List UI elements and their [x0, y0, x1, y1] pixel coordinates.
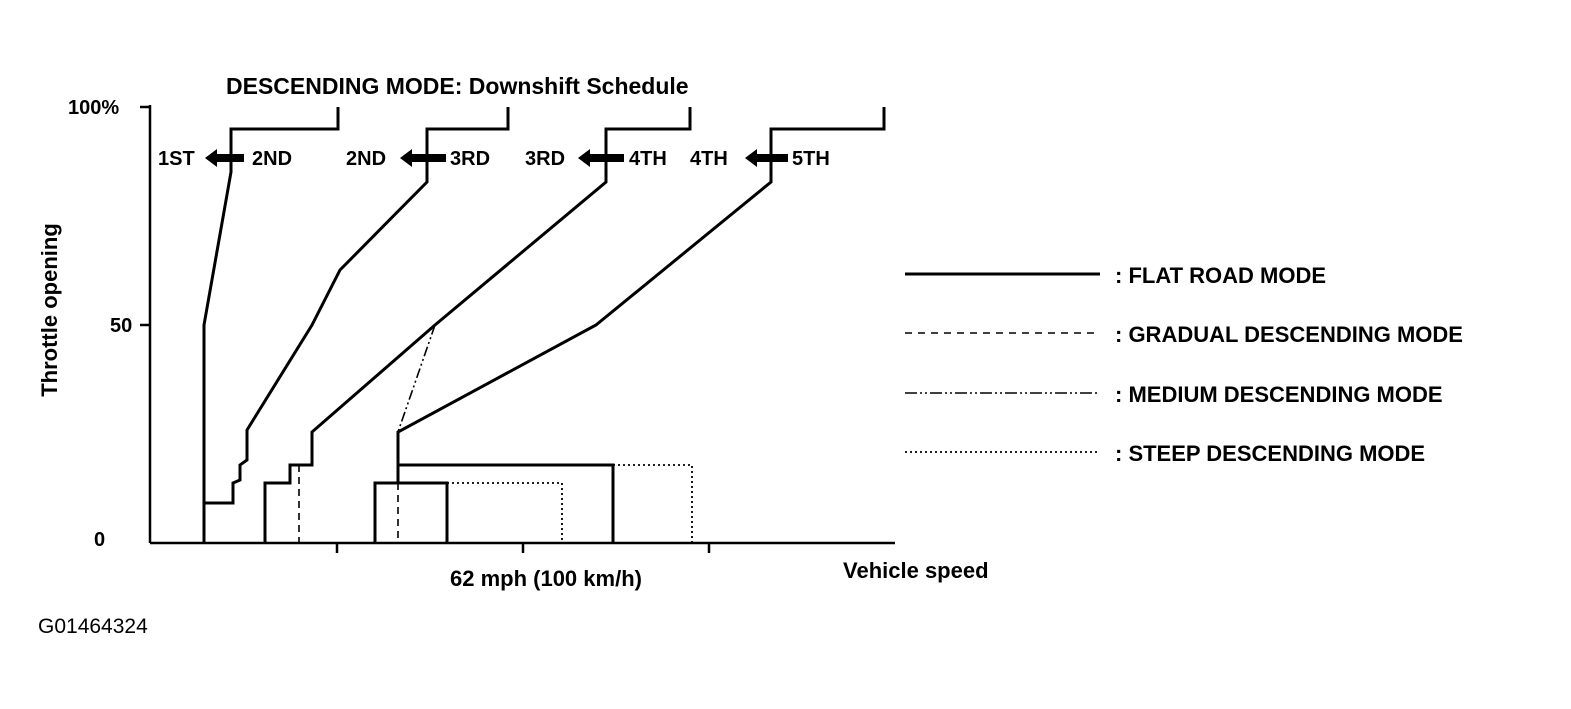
medium-curve-5th-4th	[397, 324, 436, 433]
shift-label-5th: 5TH	[792, 148, 830, 170]
shift-label-4th-b: 4TH	[690, 148, 728, 170]
shift-label-3rd-b: 3RD	[525, 148, 565, 170]
shift-label-2nd: 2ND	[252, 148, 292, 170]
flat-low-segment	[398, 481, 449, 543]
figure-id: G01464324	[38, 615, 148, 638]
chart-title: DESCENDING MODE: Downshift Schedule	[226, 73, 689, 99]
y-axis-title: Throttle opening	[37, 223, 62, 397]
steep-lower-segment	[447, 482, 563, 543]
legend-label-flat: : FLAT ROAD MODE	[1115, 263, 1326, 288]
legend-label-medium: : MEDIUM DESCENDING MODE	[1115, 382, 1443, 407]
arrow-left-icon	[400, 149, 446, 167]
shift-label-4th: 4TH	[629, 148, 667, 170]
axes	[140, 105, 895, 553]
series-steep	[447, 464, 693, 543]
shift-label-2nd-b: 2ND	[346, 148, 386, 170]
legend: : FLAT ROAD MODE : GRADUAL DESCENDING MO…	[905, 263, 1463, 466]
series-gradual	[298, 465, 399, 543]
x-axis-title: Vehicle speed	[843, 558, 989, 583]
x-tick-label: 62 mph (100 km/h)	[450, 566, 642, 591]
flat-curve-4th-3rd	[263, 107, 692, 543]
y-tick-label-100: 100%	[68, 97, 119, 119]
legend-label-gradual: : GRADUAL DESCENDING MODE	[1115, 322, 1463, 347]
y-tick-label-50: 50	[110, 315, 132, 337]
series-medium	[397, 324, 436, 433]
y-tick-label-0: 0	[94, 529, 105, 551]
shift-labels: 1ST 2ND 2ND 3RD 3RD 4TH 4TH 5TH	[158, 148, 830, 170]
arrow-left-icon	[205, 149, 244, 167]
arrow-left-icon	[745, 149, 788, 167]
flat-curve-2nd-1st	[202, 107, 340, 543]
series-flat-road	[202, 107, 886, 543]
steep-upper-segment	[613, 464, 693, 543]
arrow-left-icon	[578, 149, 624, 167]
flat-curve-5th-4th	[373, 107, 886, 543]
flat-steep-segment	[398, 463, 615, 543]
shift-label-1st: 1ST	[158, 148, 195, 170]
legend-label-steep: : STEEP DESCENDING MODE	[1115, 441, 1425, 466]
shift-label-3rd: 3RD	[450, 148, 490, 170]
flat-curve-3rd-2nd	[204, 107, 510, 505]
